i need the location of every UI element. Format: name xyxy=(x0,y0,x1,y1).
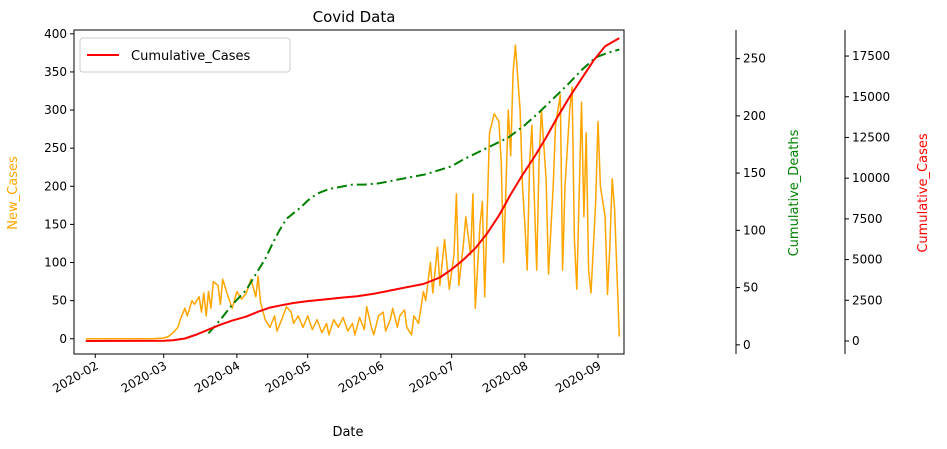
x-tick-label: 2020-07 xyxy=(407,358,457,395)
series-line-new-cases xyxy=(85,44,621,340)
left-tick-label: 0 xyxy=(59,332,67,346)
x-tick-label: 2020-03 xyxy=(119,358,169,395)
tick-label: 0 xyxy=(852,334,860,348)
x-tick-label: 2020-02 xyxy=(50,358,100,395)
left-tick-label: 50 xyxy=(52,294,67,308)
left-tick-label: 300 xyxy=(44,103,67,117)
legend-box xyxy=(79,37,291,73)
tick-label: 12500 xyxy=(852,130,890,144)
x-tick-label: 2020-09 xyxy=(553,358,603,395)
tick-label: 5000 xyxy=(852,253,883,267)
cumulative-cases-axis-label: Cumulative_Cases xyxy=(916,133,931,253)
tick-label: 150 xyxy=(743,166,766,180)
tick-label: 0 xyxy=(743,338,751,352)
left-tick-label: 250 xyxy=(44,141,67,155)
left-tick-label: 150 xyxy=(44,217,67,231)
left-axis: 0 50 100 150 200 250 300 350 400 xyxy=(44,27,74,346)
tick-label: 200 xyxy=(743,109,766,123)
x-tick-label: 2020-04 xyxy=(192,358,242,395)
tick-label: 50 xyxy=(743,281,758,295)
legend: Cumulative_Cases xyxy=(79,37,291,73)
chart-title: Covid Data xyxy=(313,8,396,26)
tick-label: 15000 xyxy=(852,90,890,104)
left-axis-label: New_Cases xyxy=(6,156,21,230)
tick-label: 10000 xyxy=(852,171,890,185)
x-tick-label: 2020-06 xyxy=(336,358,386,395)
x-tick-label: 2020-08 xyxy=(480,358,530,395)
series-line-cumulative-cases xyxy=(85,37,620,342)
series-layer xyxy=(85,37,621,342)
series-line-cumulative-deaths xyxy=(207,48,620,335)
tick-label: 2500 xyxy=(852,293,883,307)
x-axis: 2020-02 2020-03 2020-04 2020-05 2020-06 2020-… xyxy=(50,354,604,396)
x-tick-label: 2020-05 xyxy=(263,358,313,395)
cumulative-cases-axis: 0 2500 5000 7500 10000 12500 15000 17500 xyxy=(844,30,890,354)
x-axis-label: Date xyxy=(332,425,363,440)
tick-label: 100 xyxy=(743,223,766,237)
left-tick-label: 100 xyxy=(44,256,67,270)
plot-frame xyxy=(73,29,625,355)
tick-label: 17500 xyxy=(852,49,890,63)
cumulative-deaths-axis-label: Cumulative_Deaths xyxy=(787,129,802,256)
left-tick-label: 350 xyxy=(44,65,67,79)
tick-label: 7500 xyxy=(852,212,883,226)
legend-label-cumulative-cases: Cumulative_Cases xyxy=(131,49,251,64)
left-tick-label: 200 xyxy=(44,179,67,193)
left-tick-label: 400 xyxy=(44,27,67,41)
cumulative-deaths-axis: 0 50 100 150 200 250 xyxy=(735,30,766,354)
tick-label: 250 xyxy=(743,52,766,66)
